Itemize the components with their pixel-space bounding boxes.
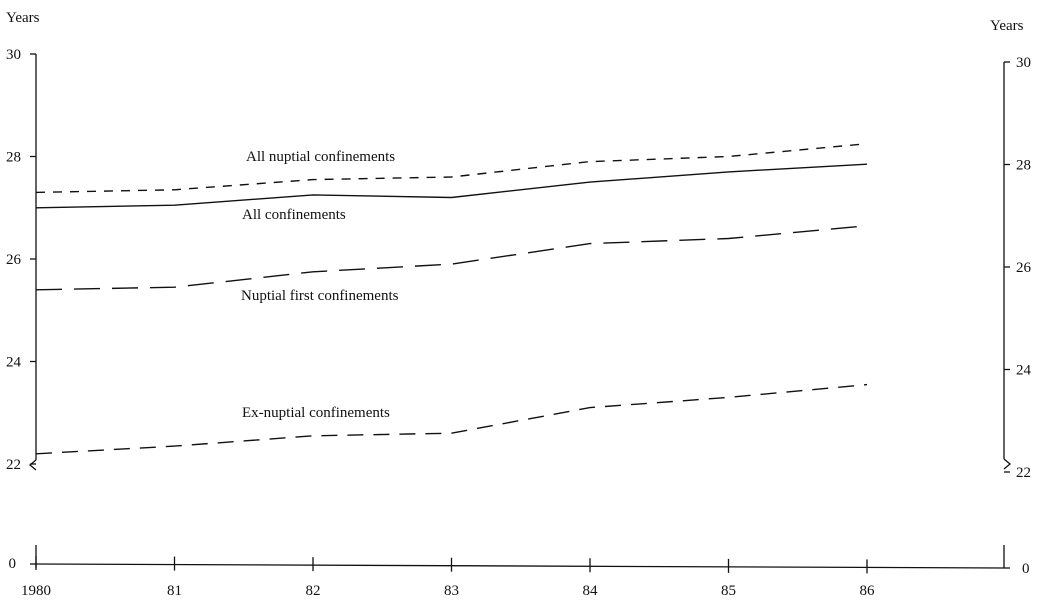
series-line-0 <box>35 143 868 194</box>
label-ex-nuptial-confinements: Ex-nuptial confinements <box>242 405 390 421</box>
x-tick-label: 84 <box>583 583 599 599</box>
y-zero-label-left: 0 <box>9 556 17 572</box>
y-tick-label-left: 22 <box>6 457 21 473</box>
y-tick-label-left: 28 <box>6 150 21 166</box>
x-tick-label: 82 <box>306 583 321 599</box>
y-tick-label-right: 26 <box>1016 260 1032 276</box>
series-line-2 <box>35 225 868 291</box>
x-tick-label: 1980 <box>21 583 51 599</box>
left-axis-break <box>28 459 37 471</box>
y-tick-label-right: 24 <box>1016 363 1032 379</box>
x-tick-label: 81 <box>167 583 182 599</box>
x-tick-label: 85 <box>721 583 736 599</box>
x-axis <box>35 563 1005 569</box>
y-tick-label-right: 28 <box>1016 158 1031 174</box>
label-nuptial-first-confinements: Nuptial first confinements <box>241 288 399 304</box>
y-tick-label-left: 24 <box>6 355 22 371</box>
x-tick-label: 86 <box>860 583 876 599</box>
label-all-nuptial-confinements: All nuptial confinements <box>246 149 395 165</box>
series-line-3 <box>35 383 868 455</box>
x-tick-label: 83 <box>444 583 459 599</box>
y-tick-label-right: 30 <box>1016 55 1031 71</box>
label-all-confinements: All confinements <box>242 207 346 223</box>
y-zero-label-right: 0 <box>1022 561 1030 577</box>
right-axis-break <box>1003 458 1012 470</box>
left-y-axis-label: Years <box>6 10 40 26</box>
y-tick-label-left: 26 <box>6 252 22 268</box>
y-tick-label-left: 30 <box>6 47 21 63</box>
series-line-1 <box>35 163 868 209</box>
right-y-axis-label: Years <box>990 18 1024 34</box>
y-tick-label-right: 22 <box>1016 465 1031 481</box>
